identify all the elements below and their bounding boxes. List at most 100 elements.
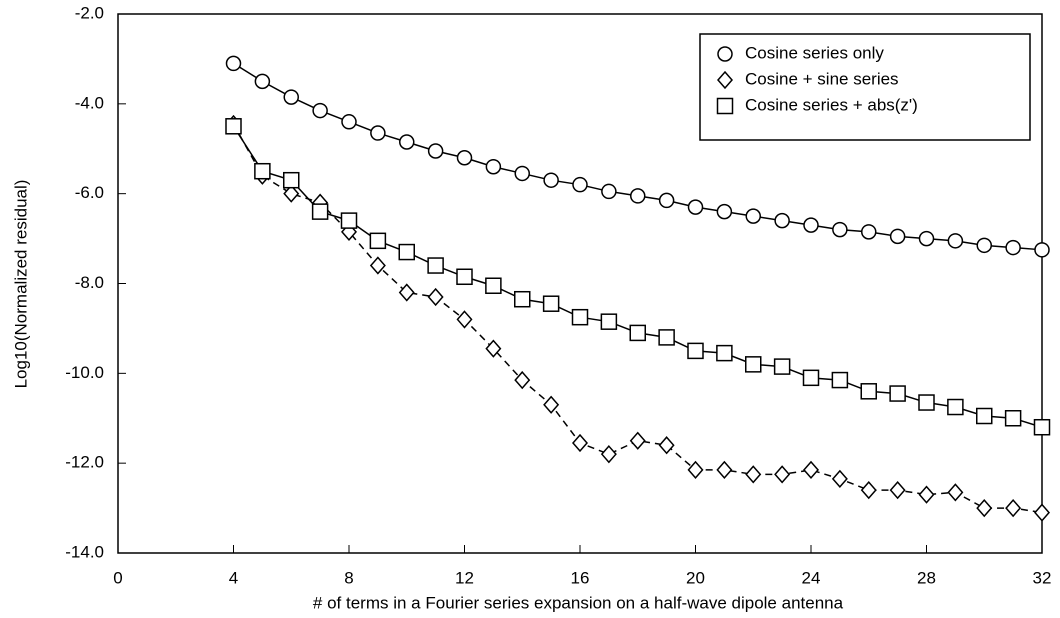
x-tick-label: 16 <box>571 568 590 587</box>
data-point <box>716 344 733 362</box>
y-tick-label: -12.0 <box>65 453 104 472</box>
data-point <box>369 256 386 275</box>
data-point <box>860 480 877 500</box>
data-point <box>340 212 358 229</box>
y-axis-label: Log10(Normalized residual) <box>11 180 30 389</box>
data-point <box>312 102 328 119</box>
data-point <box>802 369 820 387</box>
data-point <box>889 480 906 500</box>
legend-box <box>699 33 1031 141</box>
data-point <box>947 483 964 502</box>
y-tick-label: -2.0 <box>75 3 104 22</box>
data-point <box>600 313 618 330</box>
data-point <box>542 295 560 312</box>
x-tick-label: 20 <box>686 568 705 587</box>
data-point <box>341 114 357 130</box>
legend-label: Cosine series + abs(z') <box>745 95 918 114</box>
y-tick-label: -14.0 <box>65 542 104 561</box>
data-point <box>571 308 589 326</box>
legend-marker <box>717 70 733 90</box>
data-point <box>716 460 733 480</box>
data-point <box>1033 418 1051 436</box>
data-point <box>485 158 502 175</box>
data-point <box>1005 239 1021 256</box>
data-point <box>225 118 242 135</box>
data-point <box>918 394 935 411</box>
y-tick-label: -6.0 <box>75 183 104 202</box>
data-point <box>572 433 588 453</box>
data-point <box>543 172 559 188</box>
data-point <box>370 125 386 141</box>
data-point <box>745 356 762 373</box>
data-point <box>399 134 415 150</box>
data-point <box>369 232 387 250</box>
data-point <box>398 243 415 261</box>
data-point <box>1004 410 1022 427</box>
data-point <box>485 339 502 358</box>
data-point <box>456 268 473 286</box>
data-point <box>225 55 242 72</box>
data-point <box>918 485 935 504</box>
x-tick-label: 4 <box>229 568 238 587</box>
legend-label: Cosine series only <box>745 43 884 62</box>
data-point <box>947 233 964 249</box>
data-point <box>860 383 877 400</box>
data-point <box>687 342 704 360</box>
x-tick-label: 12 <box>455 568 474 587</box>
data-point <box>687 460 704 480</box>
data-point <box>398 283 415 302</box>
data-point <box>658 329 675 346</box>
data-point <box>918 230 935 247</box>
data-point <box>831 469 848 489</box>
data-point <box>283 89 299 105</box>
data-point <box>1034 242 1050 258</box>
y-tick-label: -10.0 <box>65 363 104 382</box>
data-point <box>947 398 964 416</box>
series-line <box>232 123 1043 514</box>
data-point <box>601 183 617 200</box>
x-tick-label: 32 <box>1033 568 1052 587</box>
data-point <box>514 370 531 390</box>
data-point <box>283 171 300 189</box>
data-point <box>832 221 848 238</box>
x-tick-label: 24 <box>802 568 821 587</box>
data-point <box>774 212 790 229</box>
data-point <box>1034 503 1050 522</box>
data-point <box>514 165 530 182</box>
data-point <box>803 460 819 480</box>
data-point <box>600 445 617 464</box>
data-point <box>572 176 588 193</box>
data-point <box>889 228 906 245</box>
data-point <box>976 498 993 518</box>
data-point <box>831 371 849 389</box>
y-tick-label: -4.0 <box>75 93 104 112</box>
data-point <box>630 188 646 204</box>
x-tick-label: 8 <box>344 568 353 587</box>
data-point <box>687 199 704 215</box>
data-point <box>889 385 906 402</box>
data-point <box>773 358 791 375</box>
x-axis-label: # of terms in a Fourier series expansion… <box>313 593 844 612</box>
data-point <box>485 277 502 294</box>
data-point <box>976 407 993 425</box>
x-tick-label: 28 <box>917 568 936 587</box>
data-point <box>658 436 675 455</box>
data-point <box>861 224 877 240</box>
legend-label: Cosine + sine series <box>745 69 899 88</box>
data-point <box>543 395 560 414</box>
legend-marker <box>716 97 734 115</box>
y-tick-label: -8.0 <box>75 273 104 292</box>
data-point <box>745 465 762 484</box>
data-point <box>427 257 444 274</box>
data-point <box>774 465 791 484</box>
series-line <box>232 125 1043 428</box>
x-tick-label: 0 <box>113 568 122 587</box>
data-point <box>427 143 444 159</box>
data-point <box>427 287 444 307</box>
data-point <box>311 203 329 220</box>
legend-marker <box>717 46 733 62</box>
data-point <box>976 237 992 254</box>
data-point <box>1005 498 1022 518</box>
data-point <box>254 73 271 90</box>
